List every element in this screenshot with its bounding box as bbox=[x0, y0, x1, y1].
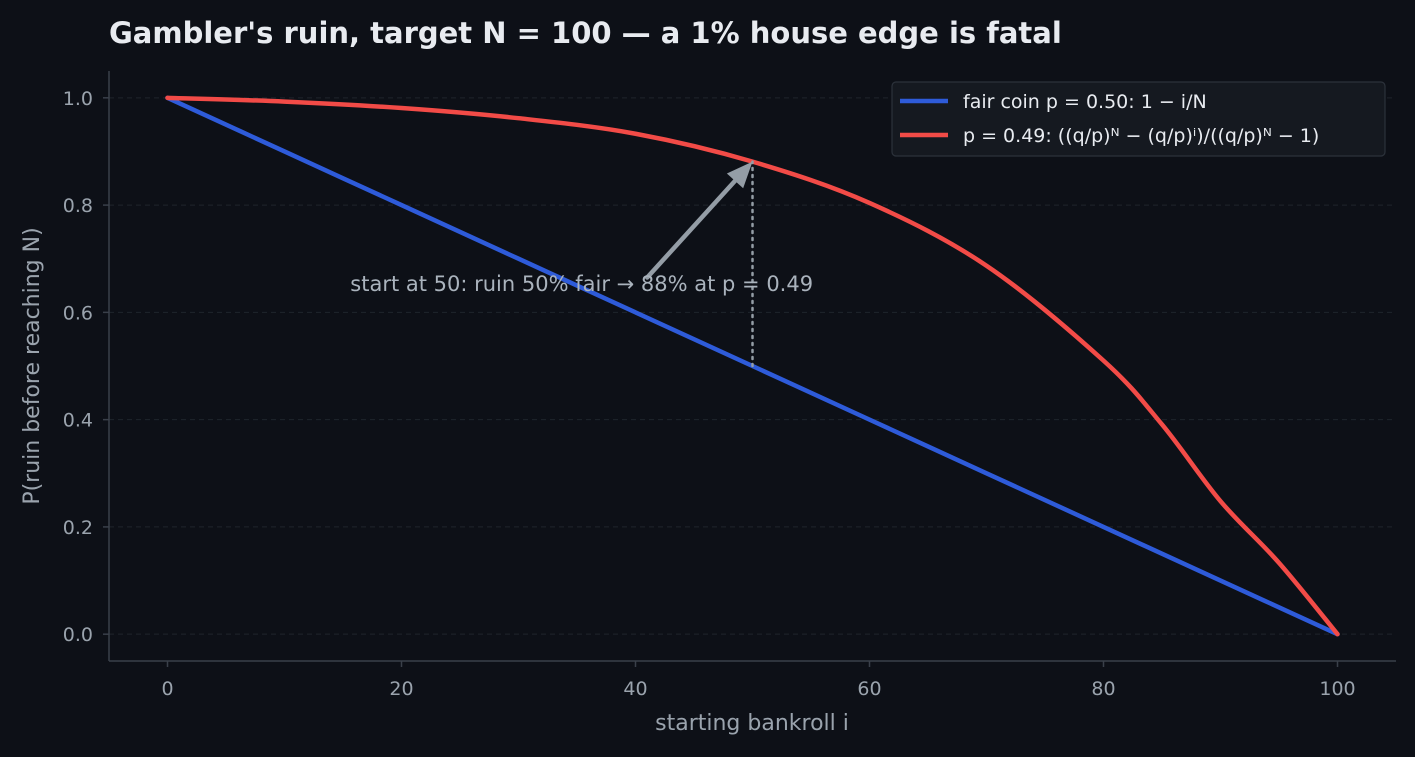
annotation-arrow-shaft bbox=[644, 178, 738, 280]
chart-title: Gambler's ruin, target N = 100 — a 1% ho… bbox=[109, 16, 1062, 50]
x-tick-label: 60 bbox=[857, 678, 881, 700]
x-tick-label: 40 bbox=[623, 678, 647, 700]
legend-label-0: fair coin p = 0.50: 1 − i/N bbox=[963, 91, 1207, 113]
y-tick-label: 0.4 bbox=[63, 410, 93, 432]
annotation: start at 50: ruin 50% fair → 88% at p = … bbox=[350, 160, 813, 368]
annotation-arrow-head bbox=[726, 161, 753, 189]
y-tick-label: 1.0 bbox=[63, 88, 93, 110]
legend: fair coin p = 0.50: 1 − i/N p = 0.49: ((q… bbox=[891, 81, 1386, 157]
x-tick-label: 80 bbox=[1091, 678, 1115, 700]
y-tick-label: 0.8 bbox=[63, 195, 93, 217]
legend-box bbox=[891, 81, 1386, 157]
y-tick-label: 0.6 bbox=[63, 302, 93, 324]
y-axis-label: P(ruin before reaching N) bbox=[20, 227, 45, 504]
y-tick-label: 0.2 bbox=[63, 517, 93, 539]
legend-label-1: p = 0.49: ((q/p)ᴺ − (q/p)ⁱ)/((q/p)ᴺ − 1) bbox=[963, 125, 1319, 147]
x-tick-label: 20 bbox=[389, 678, 413, 700]
x-axis-label: starting bankroll i bbox=[655, 711, 849, 736]
series-line-1 bbox=[165, 95, 1340, 637]
x-tick-label: 100 bbox=[1319, 678, 1355, 700]
axes: 0 20 40 60 80 100 0.0 0.2 0.4 0.6 0.8 1.0 bbox=[63, 71, 1396, 700]
x-tick-label: 0 bbox=[161, 678, 173, 700]
y-tick-label: 0.0 bbox=[63, 624, 93, 646]
annotation-text: start at 50: ruin 50% fair → 88% at p = … bbox=[350, 272, 813, 296]
